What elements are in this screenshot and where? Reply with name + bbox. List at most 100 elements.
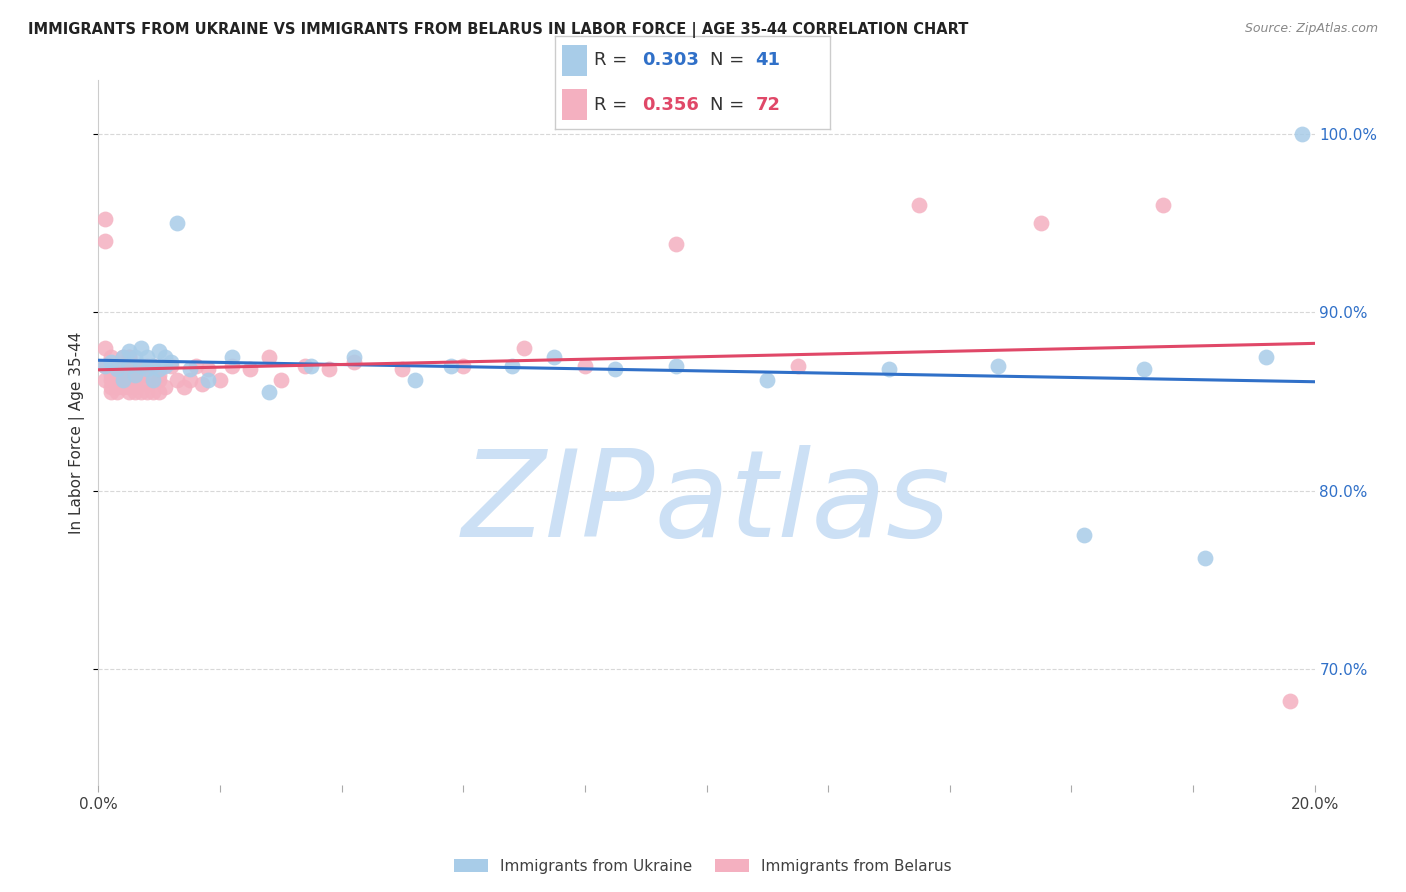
Point — [239, 362, 262, 376]
Y-axis label: In Labor Force | Age 35-44: In Labor Force | Age 35-44 — [69, 332, 86, 533]
Point — [124, 350, 146, 364]
Point — [129, 385, 152, 400]
Point — [129, 341, 152, 355]
Point — [100, 355, 122, 369]
Point — [129, 368, 152, 382]
Point — [148, 344, 170, 359]
Point — [93, 212, 115, 227]
Point — [877, 362, 900, 376]
Point — [391, 362, 413, 376]
Point — [118, 344, 141, 359]
Point — [111, 350, 134, 364]
Point — [908, 198, 931, 212]
Text: ZIPatlas: ZIPatlas — [463, 444, 950, 562]
Point — [93, 359, 115, 373]
Point — [1133, 362, 1156, 376]
Point — [756, 373, 779, 387]
Point — [111, 350, 134, 364]
Point — [665, 237, 688, 252]
Text: R =: R = — [593, 52, 633, 70]
Point — [318, 362, 340, 376]
Point — [124, 368, 146, 382]
Point — [257, 385, 280, 400]
Point — [118, 376, 141, 391]
Point — [221, 350, 243, 364]
Point — [166, 216, 188, 230]
Point — [124, 373, 146, 387]
Point — [184, 359, 207, 373]
Point — [105, 380, 128, 394]
Point — [574, 359, 596, 373]
Point — [221, 359, 243, 373]
Point — [136, 362, 159, 376]
Point — [105, 385, 128, 400]
Point — [93, 341, 115, 355]
Point — [105, 362, 128, 376]
Point — [299, 359, 322, 373]
Point — [142, 373, 165, 387]
Text: 0.356: 0.356 — [641, 95, 699, 113]
Point — [191, 376, 214, 391]
Point — [543, 350, 565, 364]
Point — [100, 350, 122, 364]
Point — [136, 376, 159, 391]
Point — [118, 359, 141, 373]
Point — [129, 359, 152, 373]
Point — [257, 350, 280, 364]
Point — [294, 359, 316, 373]
Point — [142, 373, 165, 387]
Point — [173, 380, 195, 394]
Point — [118, 350, 141, 364]
Point — [1291, 127, 1313, 141]
Point — [453, 359, 475, 373]
Point — [1194, 551, 1216, 566]
Point — [501, 359, 523, 373]
Text: 41: 41 — [755, 52, 780, 70]
Point — [148, 362, 170, 376]
Point — [148, 368, 170, 382]
Point — [1073, 528, 1095, 542]
Point — [343, 350, 366, 364]
Point — [404, 373, 426, 387]
Point — [136, 359, 159, 373]
Point — [100, 380, 122, 394]
Point — [440, 359, 463, 373]
Text: N =: N = — [710, 52, 751, 70]
Point — [665, 359, 688, 373]
Point — [118, 380, 141, 394]
Point — [148, 373, 170, 387]
Text: Source: ZipAtlas.com: Source: ZipAtlas.com — [1244, 22, 1378, 36]
Point — [209, 373, 232, 387]
Point — [155, 350, 177, 364]
Point — [1152, 198, 1174, 212]
Point — [197, 362, 219, 376]
Text: R =: R = — [593, 95, 633, 113]
Point — [142, 385, 165, 400]
Text: 0.303: 0.303 — [641, 52, 699, 70]
Text: 72: 72 — [755, 95, 780, 113]
Point — [343, 355, 366, 369]
Point — [179, 373, 201, 387]
Point — [160, 355, 183, 369]
Point — [105, 359, 128, 373]
Point — [111, 373, 134, 387]
Point — [111, 373, 134, 387]
Point — [111, 368, 134, 382]
Point — [1279, 694, 1302, 708]
Point — [111, 359, 134, 373]
Point — [111, 380, 134, 394]
Point — [142, 359, 165, 373]
Point — [124, 368, 146, 382]
Point — [118, 385, 141, 400]
Point — [93, 359, 115, 373]
Point — [118, 350, 141, 364]
Point — [142, 359, 165, 373]
Point — [118, 359, 141, 373]
Legend: Immigrants from Ukraine, Immigrants from Belarus: Immigrants from Ukraine, Immigrants from… — [449, 853, 957, 880]
Point — [179, 362, 201, 376]
Point — [786, 359, 808, 373]
Point — [987, 359, 1010, 373]
Point — [100, 385, 122, 400]
Point — [513, 341, 536, 355]
Text: IMMIGRANTS FROM UKRAINE VS IMMIGRANTS FROM BELARUS IN LABOR FORCE | AGE 35-44 CO: IMMIGRANTS FROM UKRAINE VS IMMIGRANTS FR… — [28, 22, 969, 38]
